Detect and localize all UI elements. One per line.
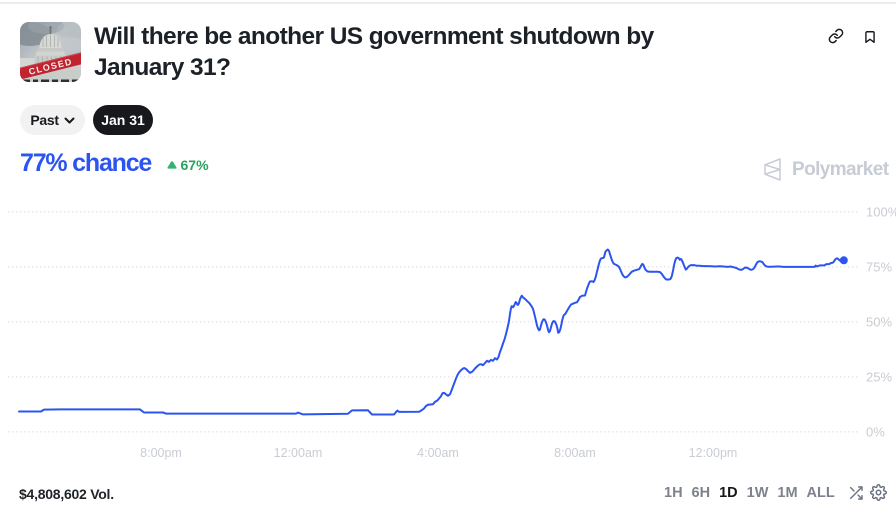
svg-text:25%: 25% [866,369,892,384]
svg-text:12:00pm: 12:00pm [689,446,738,460]
svg-text:8:00am: 8:00am [554,446,596,460]
svg-text:12:00am: 12:00am [274,446,323,460]
svg-text:50%: 50% [866,314,892,329]
svg-text:100%: 100% [866,204,896,219]
svg-text:0%: 0% [866,424,885,439]
svg-text:75%: 75% [866,259,892,274]
svg-text:8:00pm: 8:00pm [140,446,182,460]
svg-text:4:00am: 4:00am [417,446,459,460]
